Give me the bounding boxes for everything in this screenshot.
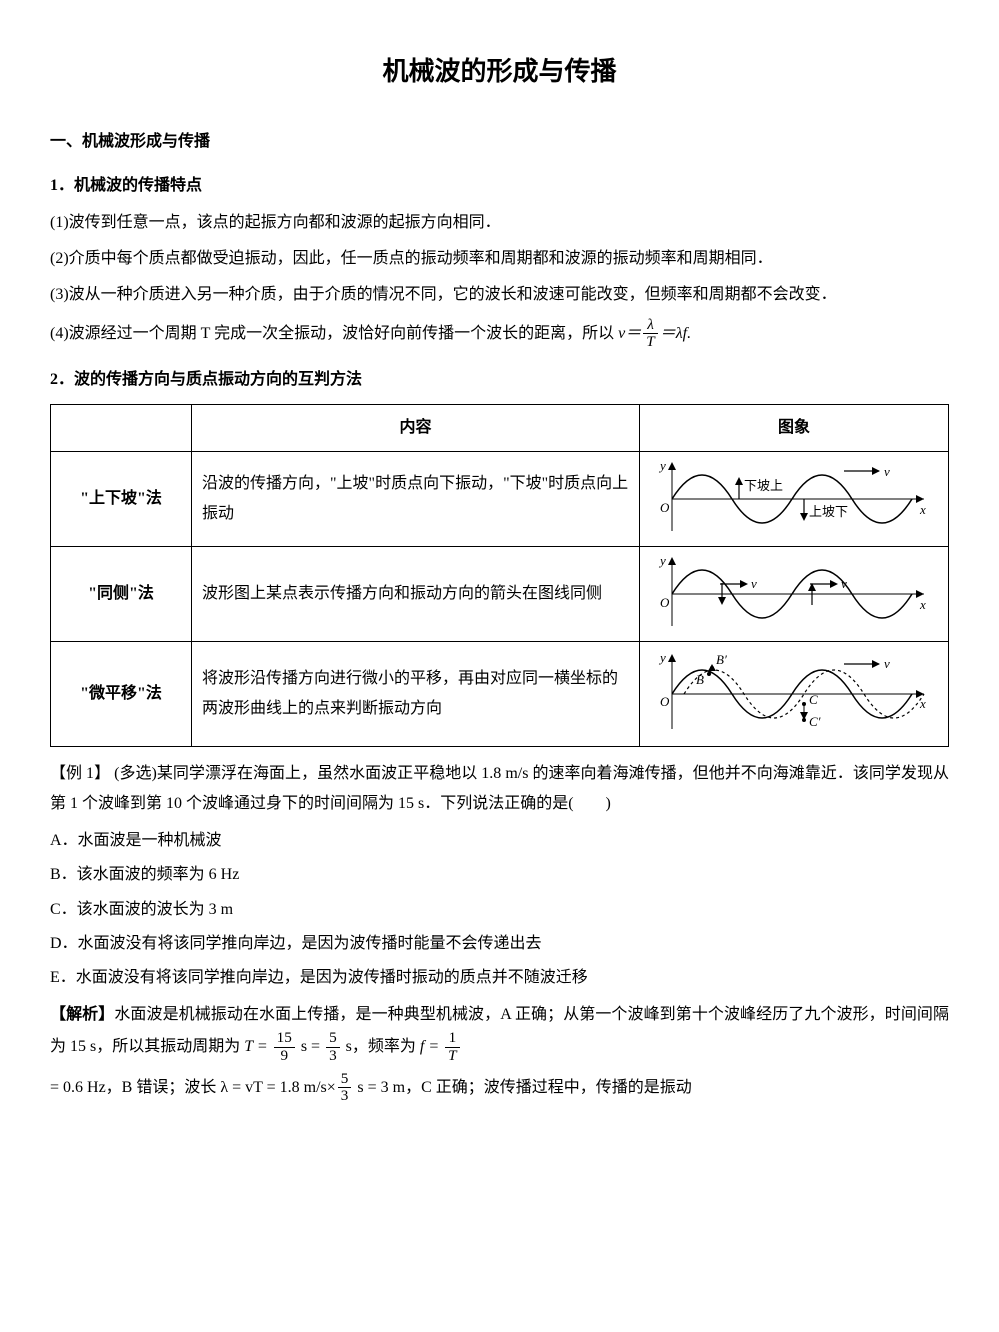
methods-table: 内容 图象 "上下坡"法 沿波的传播方向，"上坡"时质点向下振动，"下坡"时质点… bbox=[50, 404, 949, 747]
paragraph-3: (3)波从一种介质进入另一种介质，由于介质的情况不同，它的波长和波速可能改变，但… bbox=[50, 280, 949, 310]
p4-rhs: ＝λf. bbox=[660, 325, 691, 342]
p4-lhs: v＝ bbox=[618, 325, 641, 342]
origin-label: O bbox=[660, 694, 670, 709]
method-diagram-2: y x O v v bbox=[640, 546, 949, 641]
method-name-1: "上下坡"法 bbox=[51, 451, 192, 546]
axis-y-label: y bbox=[658, 458, 666, 473]
p4-pre: (4)波源经过一个周期 T 完成一次全振动，波恰好向前传播一个波长的距离，所以 bbox=[50, 325, 618, 342]
option-C: C．该水面波的波长为 3 m bbox=[50, 895, 949, 925]
frac-lambda-T: λT bbox=[643, 317, 657, 351]
col-header-blank bbox=[51, 404, 192, 451]
solution: 【解析】水面波是机械振动在水面上传播，是一种典型机械波，A 正确；从第一个波峰到… bbox=[50, 1000, 949, 1065]
axis-y-label: y bbox=[658, 650, 666, 665]
table-row: "同侧"法 波形图上某点表示传播方向和振动方向的箭头在图线同侧 y x O v bbox=[51, 546, 949, 641]
method-desc-3: 将波形沿传播方向进行微小的平移，再由对应同一横坐标的两波形曲线上的点来判断振动方… bbox=[192, 641, 640, 746]
T2-num: 5 bbox=[326, 1030, 340, 1048]
method-desc-1: 沿波的传播方向，"上坡"时质点向下振动，"下坡"时质点向上振动 bbox=[192, 451, 640, 546]
option-B: B．该水面波的频率为 6 Hz bbox=[50, 860, 949, 890]
v-label-2b: v bbox=[841, 576, 847, 591]
table-row: "上下坡"法 沿波的传播方向，"上坡"时质点向下振动，"下坡"时质点向上振动 y… bbox=[51, 451, 949, 546]
example-stem: 某同学漂浮在海面上，虽然水面波正平稳地以 1.8 m/s 的速率向着海滩传播，但… bbox=[50, 765, 949, 812]
frac-5-3: 53 bbox=[326, 1030, 340, 1064]
option-A: A．水面波是一种机械波 bbox=[50, 826, 949, 856]
method-diagram-3: y x O v B B′ C bbox=[640, 641, 949, 746]
wave-diagram-1: y x O v 下坡上 上坡下 bbox=[654, 456, 934, 542]
origin-label: O bbox=[660, 595, 670, 610]
solution-seg3: s = 3 m，C 正确；波传播过程中，传播的是振动 bbox=[353, 1078, 691, 1095]
page-title: 机械波的形成与传播 bbox=[50, 47, 949, 96]
p4-den: T bbox=[646, 333, 654, 350]
C-label: C bbox=[809, 692, 818, 707]
example-label: 【例 1】 bbox=[50, 765, 110, 782]
example-1: 【例 1】 (多选)某同学漂浮在海面上，虽然水面波正平稳地以 1.8 m/s 的… bbox=[50, 759, 949, 820]
frac-15-9: 159 bbox=[274, 1030, 295, 1064]
s2: s，频率为 bbox=[342, 1038, 420, 1055]
p4-formula: v＝λT＝λf. bbox=[618, 325, 691, 342]
method-diagram-1: y x O v 下坡上 上坡下 bbox=[640, 451, 949, 546]
paragraph-2: (2)介质中每个质点都做受迫振动，因此，任一质点的振动频率和周期都和波源的振动频… bbox=[50, 244, 949, 274]
frac-1-T: 1T bbox=[445, 1030, 459, 1064]
B-label: B bbox=[696, 672, 704, 687]
T-eq: T = bbox=[244, 1038, 267, 1055]
method-name-3: "微平移"法 bbox=[51, 641, 192, 746]
col-header-content: 内容 bbox=[192, 404, 640, 451]
solution-cont: = 0.6 Hz，B 错误；波长 λ = vT = 1.8 m/s×53 s =… bbox=[50, 1071, 949, 1105]
T2-den: 3 bbox=[326, 1048, 340, 1065]
Bprime-label: B′ bbox=[716, 652, 727, 667]
T-den: 9 bbox=[274, 1048, 295, 1065]
option-D: D．水面波没有将该同学推向岸边，是因为波传播时能量不会传递出去 bbox=[50, 929, 949, 959]
Cprime-label: C′ bbox=[809, 714, 821, 729]
solution-seg2: = 0.6 Hz，B 错误；波长 λ = vT = 1.8 m/s× bbox=[50, 1078, 336, 1095]
option-E: E．水面波没有将该同学推向岸边，是因为波传播时振动的质点并不随波迁移 bbox=[50, 963, 949, 993]
paragraph-1: (1)波传到任意一点，该点的起振方向都和波源的起振方向相同． bbox=[50, 208, 949, 238]
v-label-2a: v bbox=[751, 576, 757, 591]
method-name-2: "同侧"法 bbox=[51, 546, 192, 641]
solution-label: 【解析】 bbox=[50, 1006, 114, 1023]
l-den: 3 bbox=[338, 1088, 352, 1105]
solution-seg1: 水面波是机械振动在水面上传播，是一种典型机械波，A 正确；从第一个波峰到第十个波… bbox=[50, 1006, 949, 1055]
axis-x-label: x bbox=[919, 502, 926, 517]
l-num: 5 bbox=[338, 1071, 352, 1089]
downslope-up-label: 下坡上 bbox=[744, 478, 783, 493]
f-num: 1 bbox=[445, 1030, 459, 1048]
subsection-1-heading: 1．机械波的传播特点 bbox=[50, 171, 949, 201]
T-num: 15 bbox=[274, 1030, 295, 1048]
table-header-row: 内容 图象 bbox=[51, 404, 949, 451]
f-eq: f = bbox=[420, 1038, 439, 1055]
section-1-heading: 一、机械波形成与传播 bbox=[50, 127, 949, 157]
origin-label: O bbox=[660, 500, 670, 515]
s1: s = bbox=[297, 1038, 320, 1055]
wave-diagram-2: y x O v v bbox=[654, 551, 934, 637]
wave-diagram-3: y x O v B B′ C bbox=[654, 646, 934, 742]
v-label-1: v bbox=[884, 464, 890, 479]
example-tag: (多选) bbox=[114, 765, 157, 782]
v-label-3: v bbox=[884, 656, 890, 671]
col-header-diagram: 图象 bbox=[640, 404, 949, 451]
upslope-down-label: 上坡下 bbox=[809, 504, 848, 519]
table-row: "微平移"法 将波形沿传播方向进行微小的平移，再由对应同一横坐标的两波形曲线上的… bbox=[51, 641, 949, 746]
f-den: T bbox=[448, 1047, 456, 1064]
subsection-2-heading: 2．波的传播方向与质点振动方向的互判方法 bbox=[50, 365, 949, 395]
method-desc-2: 波形图上某点表示传播方向和振动方向的箭头在图线同侧 bbox=[192, 546, 640, 641]
paragraph-4: (4)波源经过一个周期 T 完成一次全振动，波恰好向前传播一个波长的距离，所以 … bbox=[50, 317, 949, 351]
axis-x-label: x bbox=[919, 597, 926, 612]
axis-y-label: y bbox=[658, 553, 666, 568]
frac-5-3b: 53 bbox=[338, 1071, 352, 1105]
axis-x-label: x bbox=[919, 696, 926, 711]
p4-num: λ bbox=[647, 316, 654, 333]
